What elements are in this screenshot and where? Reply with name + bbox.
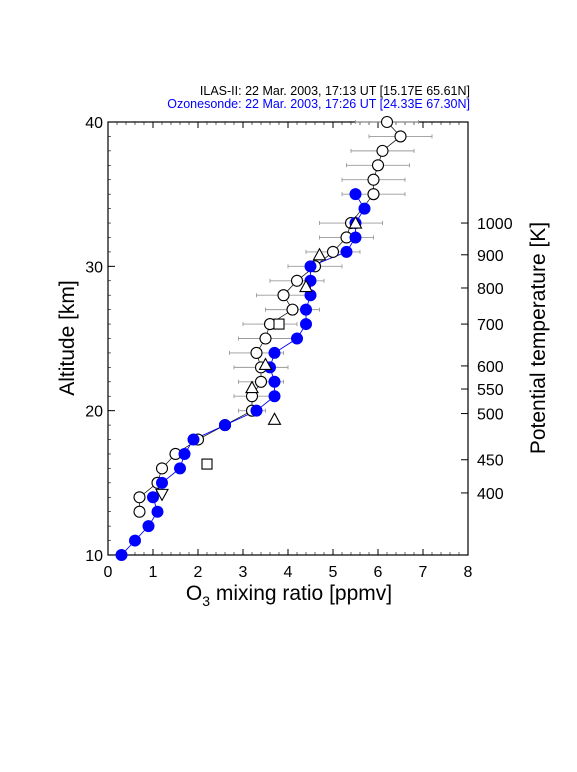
sonde-data-point <box>129 534 141 547</box>
ilas-data-point <box>259 332 272 345</box>
y2-tick-label: 400 <box>477 486 504 503</box>
header-line-2: Ozonesonde: 22 Mar. 2003, 17:26 UT [24.3… <box>167 97 470 111</box>
y2-tick-label: 600 <box>477 359 504 376</box>
x-tick-label: 0 <box>104 564 113 581</box>
y2-tick-label: 500 <box>477 407 504 424</box>
x-tick-label: 3 <box>239 564 248 581</box>
minor-ticks <box>107 121 469 556</box>
x-tick-label: 4 <box>284 564 293 581</box>
x-tick-label: 2 <box>194 564 203 581</box>
triangle-up-data-point <box>258 357 273 371</box>
square-data-point <box>273 318 285 330</box>
y2-tick-label: 550 <box>477 382 504 399</box>
sonde-data-point <box>349 188 362 201</box>
y-tick-label: 20 <box>85 404 103 421</box>
sonde-data-point <box>268 390 281 403</box>
y2-tick-label: 900 <box>477 248 504 265</box>
x-tick-label: 8 <box>464 564 473 581</box>
sonde-data-point <box>340 245 353 258</box>
x-tick-label: 5 <box>329 564 338 581</box>
triangle-down-data-point <box>155 488 169 502</box>
triangle-up-data-point <box>348 215 363 229</box>
sonde-data-point <box>174 462 186 475</box>
ilas-data-point <box>133 505 146 518</box>
y2-tick-label: 1000 <box>477 216 513 233</box>
square-data-point <box>201 458 213 470</box>
y2-tick-label: 800 <box>477 281 504 298</box>
series-layer <box>115 115 433 561</box>
y2-axis: 1000 900 800 700 600 550 500 450 400 <box>461 216 513 503</box>
sonde-data-point <box>156 476 168 489</box>
ilas-data-point <box>367 173 380 186</box>
sonde-data-point <box>142 520 155 533</box>
ilas-data-point <box>394 130 407 143</box>
sonde-data-point <box>291 332 303 345</box>
sonde-data-point <box>250 404 263 417</box>
sonde-data-point <box>147 491 159 504</box>
triangle-up-data-point <box>267 412 282 425</box>
triangle-up-data-point <box>312 247 327 261</box>
ilas-data-point <box>250 346 263 359</box>
x-tick-label: 6 <box>374 564 383 581</box>
x-tick-label: 1 <box>149 564 158 581</box>
sonde-data-point <box>300 303 312 316</box>
y2-tick-label: 700 <box>477 317 504 334</box>
ilas-data-point <box>286 303 299 316</box>
sonde-data-point <box>358 202 371 215</box>
x-tick-label: 7 <box>419 564 428 581</box>
y-tick-label: 40 <box>85 115 103 132</box>
ilas-data-point <box>254 375 268 388</box>
ilas-data-point <box>133 491 146 504</box>
y2-tick-label: 450 <box>477 453 504 470</box>
y2-axis-label: Potential temperature [K] <box>527 222 550 454</box>
sonde-data-point <box>349 231 362 244</box>
sonde-data-point <box>115 549 128 561</box>
ilas-data-point <box>290 274 304 287</box>
sonde-profile-line <box>121 193 366 556</box>
sonde-data-point <box>219 419 231 432</box>
triangle-up-data-point <box>245 380 259 394</box>
y-axis-label: Altitude [km] <box>56 280 79 396</box>
sonde-data-point <box>300 318 312 331</box>
y-tick-label: 30 <box>85 259 103 276</box>
header-line-1: ILAS-II: 22 Mar. 2003, 17:13 UT [15.17E … <box>200 84 470 98</box>
sonde-data-point <box>151 505 164 518</box>
y-tick-label: 10 <box>85 548 103 565</box>
ilas-data-point <box>380 115 394 129</box>
y-axis: 10 20 30 40 <box>85 115 115 565</box>
ilas-data-point <box>155 462 169 475</box>
ilas-data-point <box>277 289 290 302</box>
sonde-data-point <box>268 375 281 388</box>
ilas-data-point <box>376 144 389 157</box>
ilas-data-point <box>371 159 385 172</box>
sonde-data-point <box>304 260 317 273</box>
sonde-data-point <box>178 447 191 460</box>
sonde-data-point <box>268 346 281 359</box>
ilas-data-point <box>326 245 340 258</box>
x-axis-label: O3 mixing ratio [ppmv] <box>186 582 392 609</box>
ilas-data-point <box>367 188 380 201</box>
sonde-data-point <box>187 433 200 446</box>
triangle-up-data-point <box>299 279 313 293</box>
